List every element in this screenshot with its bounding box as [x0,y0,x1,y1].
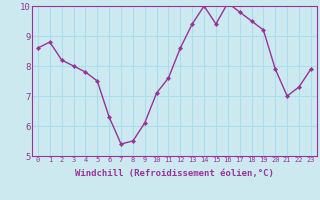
X-axis label: Windchill (Refroidissement éolien,°C): Windchill (Refroidissement éolien,°C) [75,169,274,178]
